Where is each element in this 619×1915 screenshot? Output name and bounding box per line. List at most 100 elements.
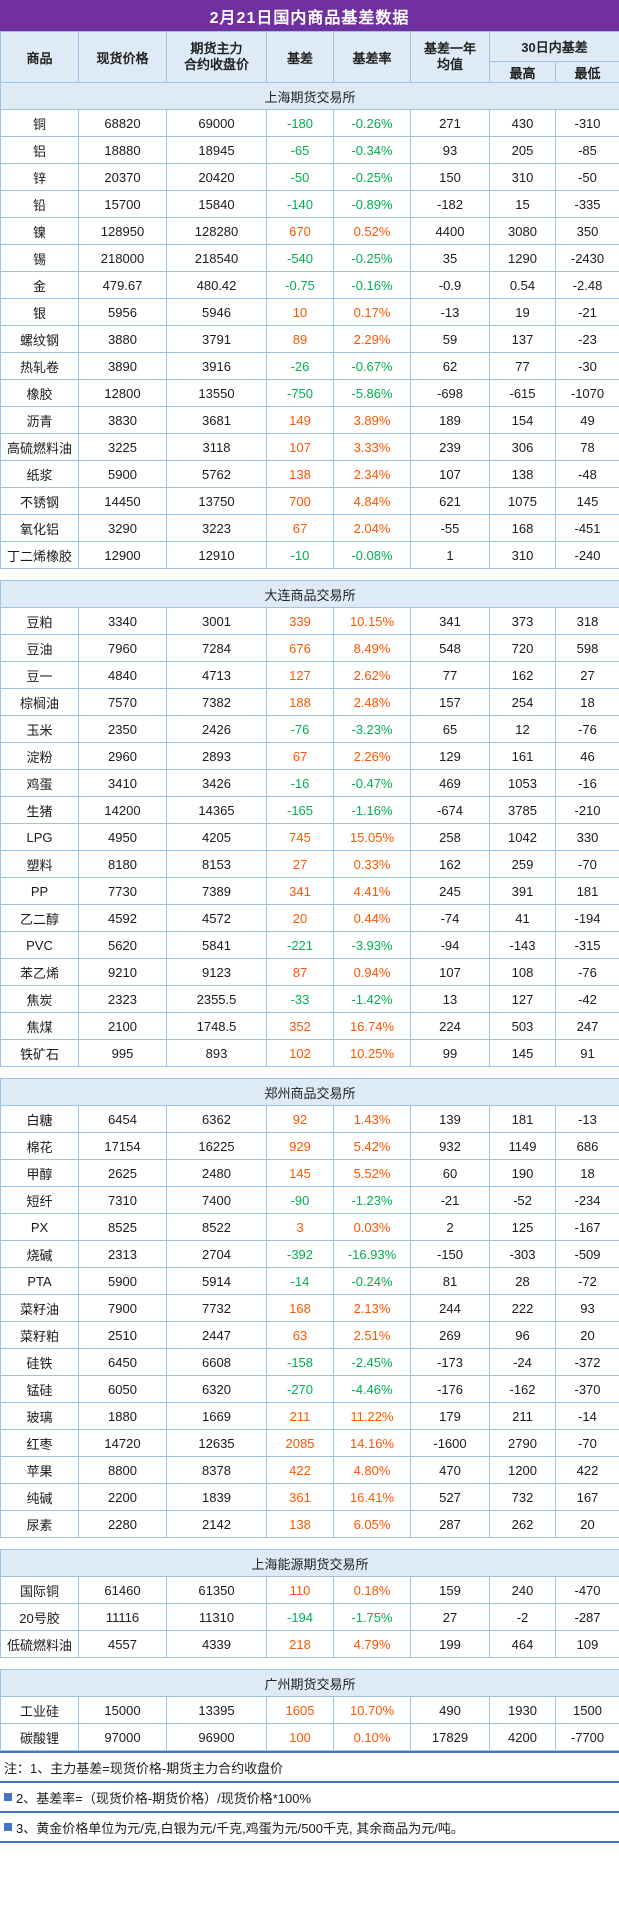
commodity-cell: 乙二醇 <box>0 904 79 932</box>
basis-rate-cell: 3.89% <box>333 406 411 434</box>
spot-price-cell: 5620 <box>78 931 167 959</box>
high-30d-cell: 138 <box>489 460 556 488</box>
header-row-2: 最高 最低 <box>1 61 619 83</box>
spot-price-cell: 2510 <box>78 1321 167 1349</box>
section-gap <box>0 1066 619 1079</box>
futures-close-cell: 2704 <box>166 1240 267 1268</box>
low-30d-cell: -167 <box>555 1213 619 1241</box>
basis-cell: -65 <box>266 136 334 164</box>
spot-price-cell: 8180 <box>78 850 167 878</box>
basis-year-avg-cell: 239 <box>410 433 490 461</box>
futures-close-cell: 15840 <box>166 190 267 218</box>
basis-rate-cell: 2.51% <box>333 1321 411 1349</box>
basis-rate-cell: 14.16% <box>333 1429 411 1457</box>
exchange-header-row: 大连商品交易所 <box>0 580 619 608</box>
spot-price-cell: 3225 <box>78 433 167 461</box>
table-row: 铝 18880 18945 -65 -0.34% 93 205 -85 <box>0 136 619 164</box>
commodity-cell: 淀粉 <box>0 742 79 770</box>
commodity-cell: 白糖 <box>0 1105 79 1133</box>
spot-price-cell: 2100 <box>78 1012 167 1040</box>
col-header-futures-close-line1: 期货主力 <box>190 40 243 56</box>
commodity-cell: 锡 <box>0 244 79 272</box>
basis-year-avg-cell: 244 <box>410 1294 490 1322</box>
low-30d-cell: 93 <box>555 1294 619 1322</box>
notes: 注：1、主力基差=现货价格-期货主力合约收盘价 2、基差率=（现货价格-期货价格… <box>0 1751 619 1843</box>
basis-rate-cell: -0.89% <box>333 190 411 218</box>
table-row: 沥青 3830 3681 149 3.89% 189 154 49 <box>0 406 619 434</box>
commodity-cell: 纯碱 <box>0 1483 79 1511</box>
commodity-cell: 焦炭 <box>0 985 79 1013</box>
table-row: 银 5956 5946 10 0.17% -13 19 -21 <box>0 298 619 326</box>
commodity-cell: 低硫燃料油 <box>0 1630 79 1658</box>
basis-year-avg-cell: 932 <box>410 1132 490 1160</box>
basis-report: 2月21日国内商品基差数据 商品 现货价格 期货主力 合约收盘价 基差 基差率 <box>0 0 619 1843</box>
basis-rate-cell: 11.22% <box>333 1402 411 1430</box>
low-30d-cell: -85 <box>555 136 619 164</box>
table-row: 不锈钢 14450 13750 700 4.84% 621 1075 145 <box>0 487 619 515</box>
table-row: 玻璃 1880 1669 211 11.22% 179 211 -14 <box>0 1402 619 1430</box>
futures-close-cell: 480.42 <box>166 271 267 299</box>
basis-cell: 89 <box>266 325 334 353</box>
commodity-cell: 甲醇 <box>0 1159 79 1187</box>
commodity-cell: 铁矿石 <box>0 1039 79 1067</box>
high-30d-cell: -52 <box>489 1186 556 1214</box>
table-row: 烧碱 2313 2704 -392 -16.93% -150 -303 -509 <box>0 1240 619 1268</box>
basis-rate-cell: 1.43% <box>333 1105 411 1133</box>
spot-price-cell: 3830 <box>78 406 167 434</box>
basis-cell: 102 <box>266 1039 334 1067</box>
high-30d-cell: 12 <box>489 715 556 743</box>
basis-year-avg-cell: -182 <box>410 190 490 218</box>
low-30d-cell: -21 <box>555 298 619 326</box>
spot-price-cell: 15000 <box>78 1696 167 1724</box>
basis-rate-cell: 2.34% <box>333 460 411 488</box>
basis-cell: 107 <box>266 433 334 461</box>
high-30d-cell: -143 <box>489 931 556 959</box>
table-row: 铁矿石 995 893 102 10.25% 99 145 91 <box>0 1039 619 1067</box>
table-row: 丁二烯橡胶 12900 12910 -10 -0.08% 1 310 -240 <box>0 541 619 569</box>
exchange-name: 广州期货交易所 <box>0 1669 619 1697</box>
table-row: 甲醇 2625 2480 145 5.52% 60 190 18 <box>0 1159 619 1187</box>
basis-year-avg-cell: 27 <box>410 1603 490 1631</box>
futures-close-cell: 18945 <box>166 136 267 164</box>
futures-close-cell: 1748.5 <box>166 1012 267 1040</box>
note-text: 注：1、主力基差=现货价格-期货主力合约收盘价 <box>4 1760 284 1776</box>
basis-cell: 10 <box>266 298 334 326</box>
commodity-cell: PX <box>0 1213 79 1241</box>
low-30d-cell: -70 <box>555 850 619 878</box>
futures-close-cell: 6320 <box>166 1375 267 1403</box>
commodity-cell: 20号胶 <box>0 1603 79 1631</box>
basis-rate-cell: -1.75% <box>333 1603 411 1631</box>
commodity-cell: 玉米 <box>0 715 79 743</box>
table-row: 螺纹钢 3880 3791 89 2.29% 59 137 -23 <box>0 325 619 353</box>
futures-close-cell: 1839 <box>166 1483 267 1511</box>
spot-price-cell: 218000 <box>78 244 167 272</box>
low-30d-cell: -16 <box>555 769 619 797</box>
spot-price-cell: 7900 <box>78 1294 167 1322</box>
high-30d-cell: 127 <box>489 985 556 1013</box>
basis-cell: 352 <box>266 1012 334 1040</box>
high-30d-cell: 190 <box>489 1159 556 1187</box>
low-30d-cell: -451 <box>555 514 619 542</box>
table-row: 低硫燃料油 4557 4339 218 4.79% 199 464 109 <box>0 1630 619 1658</box>
basis-rate-cell: 3.33% <box>333 433 411 461</box>
basis-rate-cell: 16.41% <box>333 1483 411 1511</box>
high-30d-cell: 15 <box>489 190 556 218</box>
high-30d-cell: -24 <box>489 1348 556 1376</box>
basis-year-avg-cell: 107 <box>410 460 490 488</box>
commodity-cell: 豆一 <box>0 661 79 689</box>
table-row: 豆粕 3340 3001 339 10.15% 341 373 318 <box>0 607 619 635</box>
basis-year-avg-cell: -698 <box>410 379 490 407</box>
futures-close-cell: 128280 <box>166 217 267 245</box>
section-gap-cell <box>0 568 619 581</box>
basis-rate-cell: 10.25% <box>333 1039 411 1067</box>
futures-close-cell: 5946 <box>166 298 267 326</box>
spot-price-cell: 2960 <box>78 742 167 770</box>
commodity-cell: 焦煤 <box>0 1012 79 1040</box>
table-row: 20号胶 11116 11310 -194 -1.75% 27 -2 -287 <box>0 1603 619 1631</box>
spot-price-cell: 2280 <box>78 1510 167 1538</box>
commodity-cell: 塑料 <box>0 850 79 878</box>
spot-price-cell: 9210 <box>78 958 167 986</box>
low-30d-cell: 78 <box>555 433 619 461</box>
col-header-basis-30d: 30日内基差 <box>489 31 619 62</box>
high-30d-cell: 1930 <box>489 1696 556 1724</box>
